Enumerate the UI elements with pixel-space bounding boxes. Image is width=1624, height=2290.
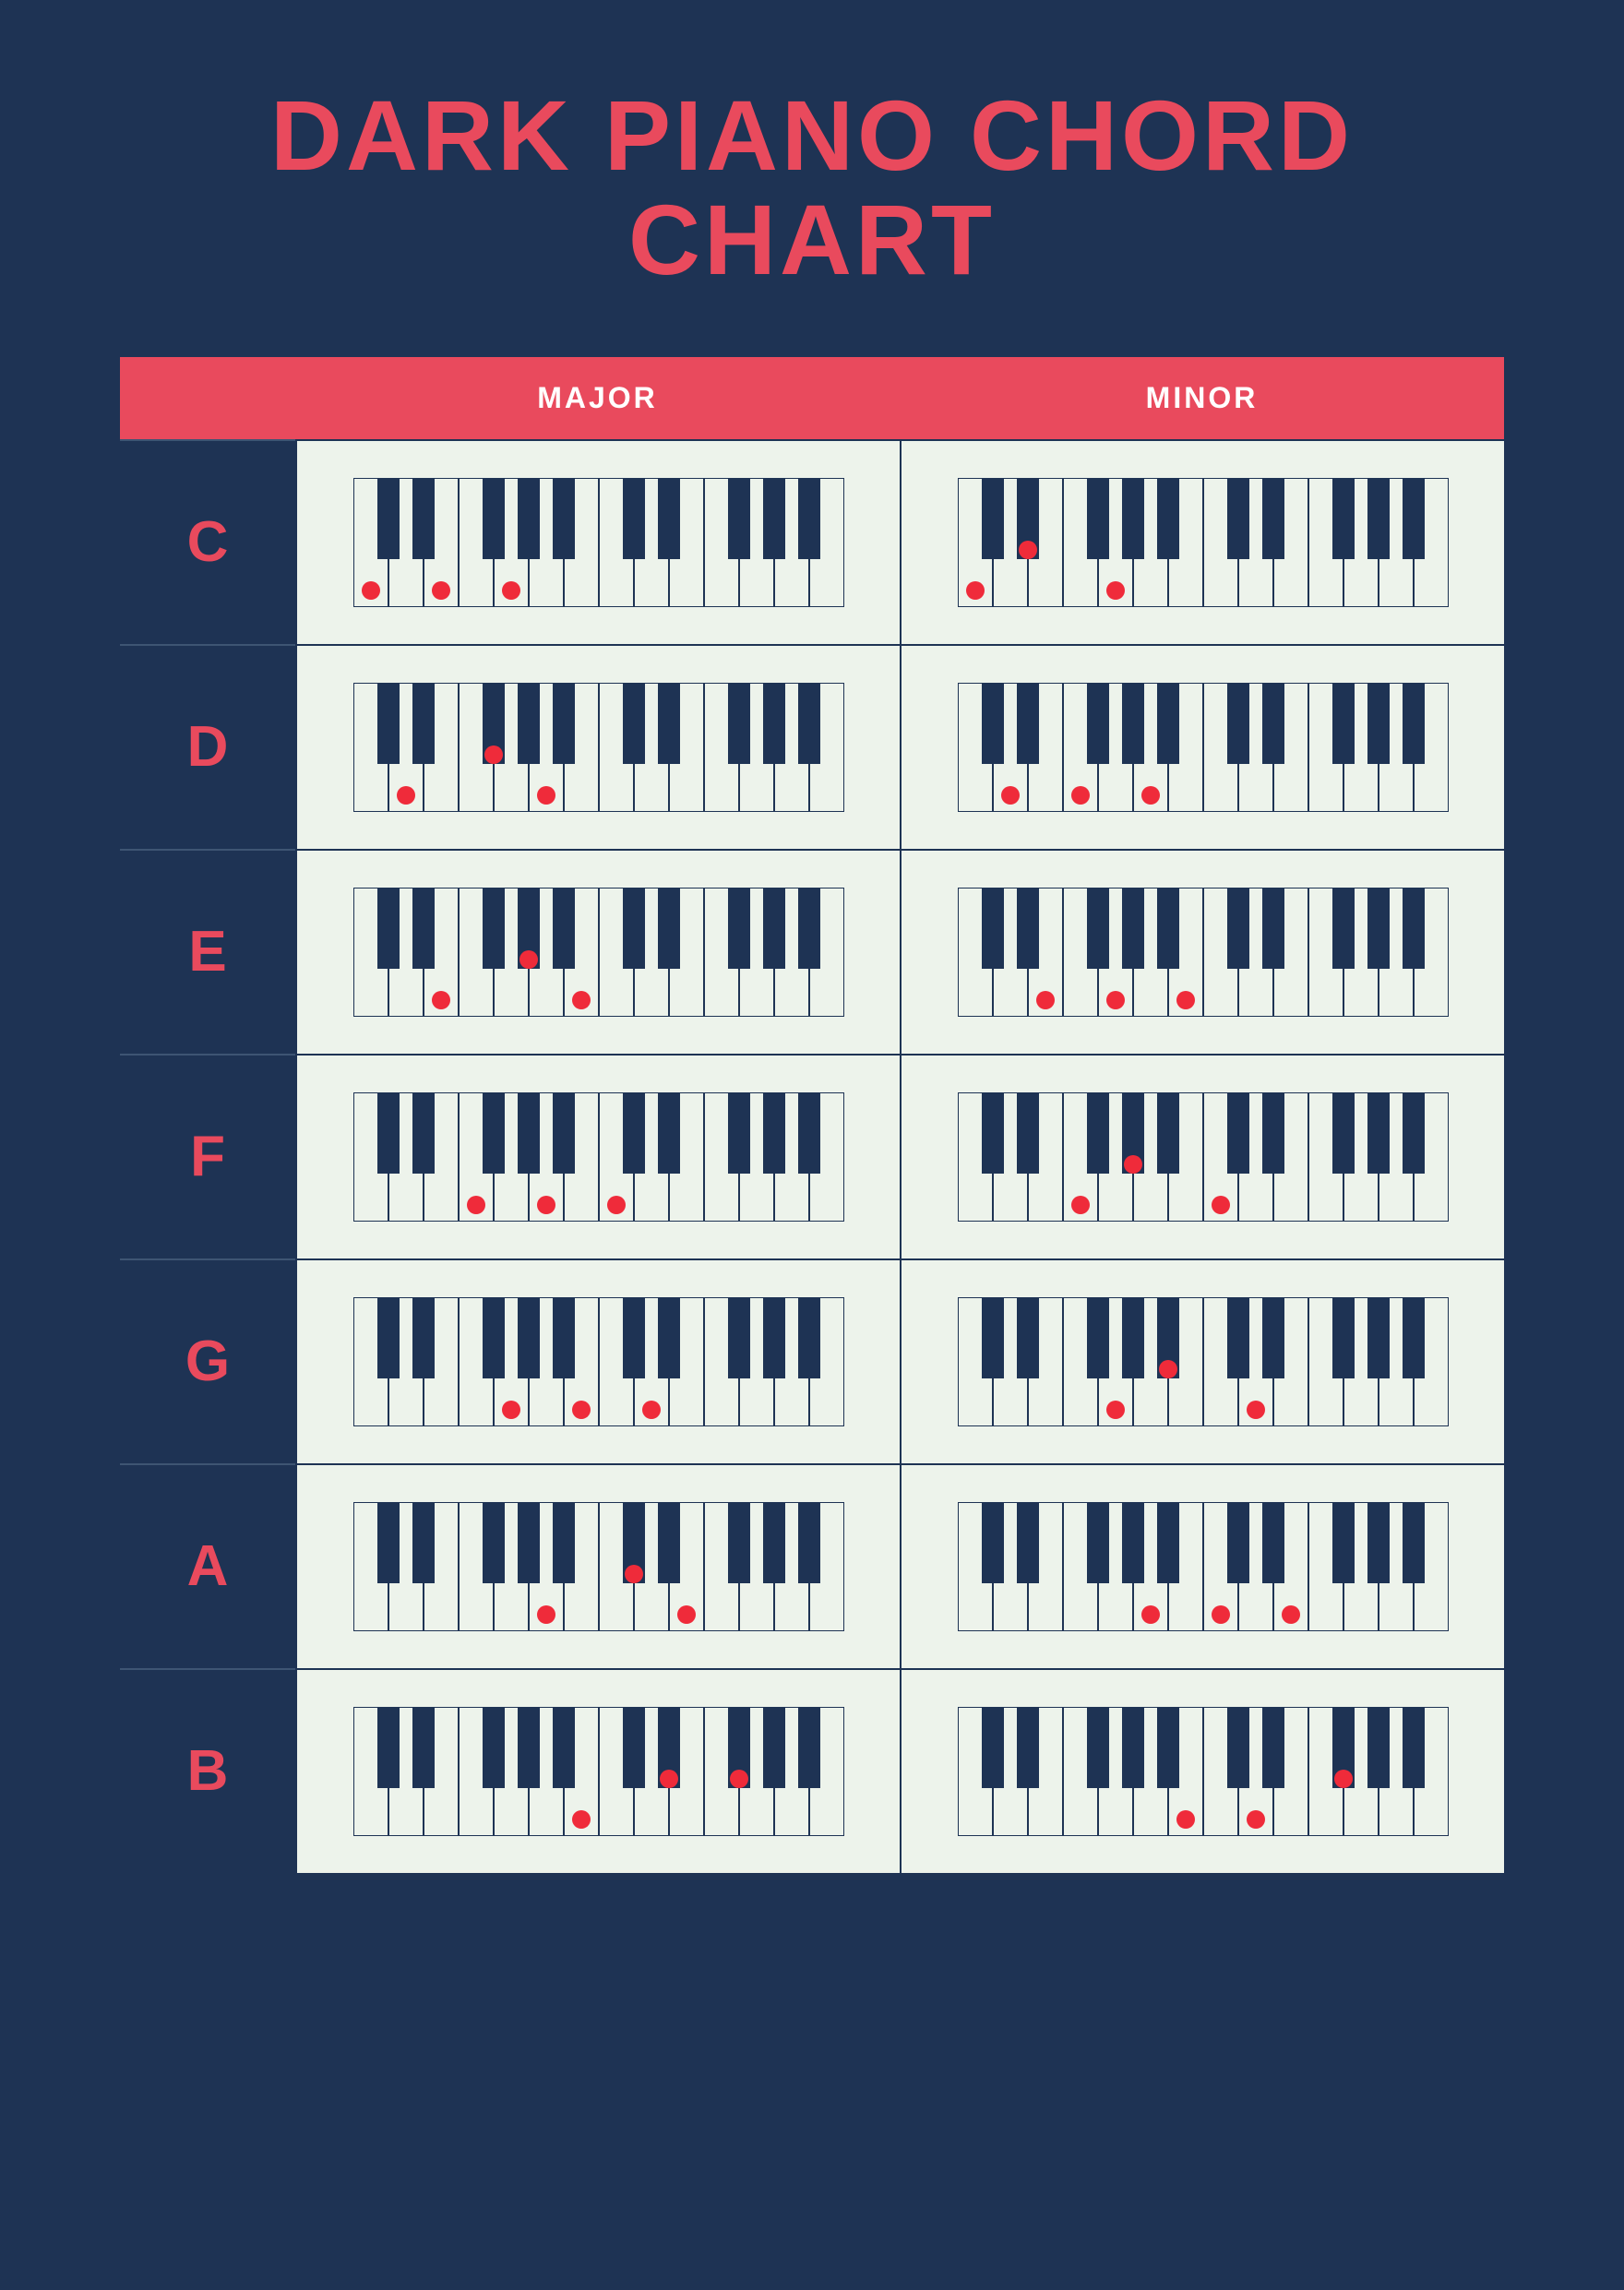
row-label-d: D <box>120 644 295 849</box>
chord-cell-e-minor <box>900 849 1504 1054</box>
chord-cell-f-minor <box>900 1054 1504 1258</box>
chord-cell-g-major <box>295 1258 900 1463</box>
header-minor: MINOR <box>900 357 1504 439</box>
header-major: MAJOR <box>295 357 900 439</box>
row-label-g: G <box>120 1258 295 1463</box>
chord-cell-d-major <box>295 644 900 849</box>
header-corner <box>120 357 295 439</box>
chord-cell-e-major <box>295 849 900 1054</box>
row-label-f: F <box>120 1054 295 1258</box>
row-label-e: E <box>120 849 295 1054</box>
chord-table: MAJOR MINOR CDEFGAB <box>120 357 1504 1873</box>
chord-cell-a-major <box>295 1463 900 1668</box>
chord-cell-c-major <box>295 439 900 644</box>
chord-cell-b-minor <box>900 1668 1504 1873</box>
row-label-b: B <box>120 1668 295 1873</box>
chord-cell-g-minor <box>900 1258 1504 1463</box>
chord-cell-d-minor <box>900 644 1504 849</box>
chord-cell-c-minor <box>900 439 1504 644</box>
row-label-c: C <box>120 439 295 644</box>
row-label-a: A <box>120 1463 295 1668</box>
page-title: DARK PIANO CHORD CHART <box>120 83 1504 292</box>
chord-cell-a-minor <box>900 1463 1504 1668</box>
chord-cell-b-major <box>295 1668 900 1873</box>
chord-cell-f-major <box>295 1054 900 1258</box>
